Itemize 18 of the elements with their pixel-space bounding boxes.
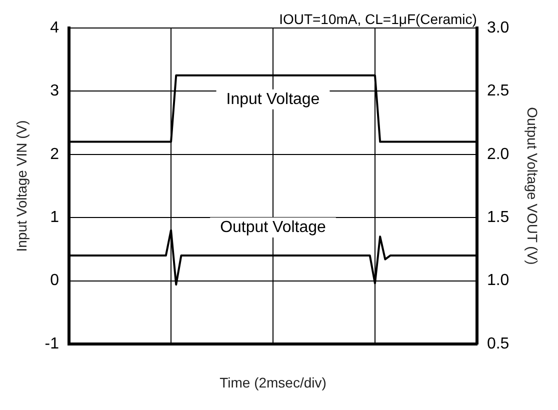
y2-tick-label: 1.5: [486, 209, 510, 226]
y2-tick-label: 1.0: [486, 272, 510, 290]
y-tick-label: 2: [50, 146, 60, 163]
series-label: Input Voltage: [226, 90, 320, 108]
y-tick-label: 0: [50, 272, 60, 290]
x-axis-title: Time (2msec/div): [220, 374, 326, 390]
y2-tick-label: 2.5: [486, 82, 510, 100]
y2-tick-label: 2.0: [486, 146, 510, 163]
text: IOUT=10mA, CL=1μF(Ceramic): [279, 10, 477, 27]
y-axis-title: Input Voltage VIN (V): [13, 120, 30, 252]
y-tick-label: -1: [44, 335, 60, 352]
y2-tick-label: 0.5: [486, 335, 510, 352]
y-tick-label: 4: [50, 19, 60, 36]
y-tick-label: 1: [50, 209, 60, 226]
y2-tick-label: 3.0: [486, 19, 510, 36]
y-tick-label: 3: [50, 82, 60, 100]
series-label: Output Voltage: [220, 218, 326, 236]
y2-axis-title: Output Voltage VOUT (V): [524, 107, 541, 265]
